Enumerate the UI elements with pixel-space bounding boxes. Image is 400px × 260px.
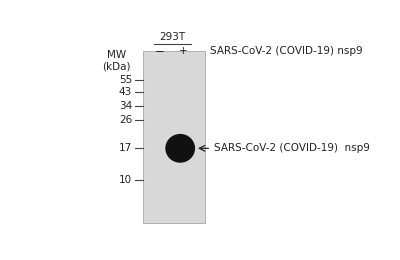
Text: 17: 17 [119, 143, 132, 153]
Text: (kDa): (kDa) [102, 61, 131, 71]
Bar [143, 51, 205, 223]
Text: 55: 55 [119, 75, 132, 85]
Text: −: − [155, 45, 165, 58]
Text: SARS-CoV-2 (COVID-19) nsp9: SARS-CoV-2 (COVID-19) nsp9 [210, 46, 362, 56]
Text: +: + [179, 46, 188, 56]
Text: MW: MW [107, 50, 126, 60]
Ellipse shape [165, 134, 195, 163]
Text: 43: 43 [119, 87, 132, 97]
Text: SARS-CoV-2 (COVID-19)  nsp9: SARS-CoV-2 (COVID-19) nsp9 [214, 143, 370, 153]
Text: 34: 34 [119, 101, 132, 111]
Text: 293T: 293T [159, 32, 186, 42]
Text: 26: 26 [119, 115, 132, 125]
Text: 10: 10 [119, 175, 132, 185]
